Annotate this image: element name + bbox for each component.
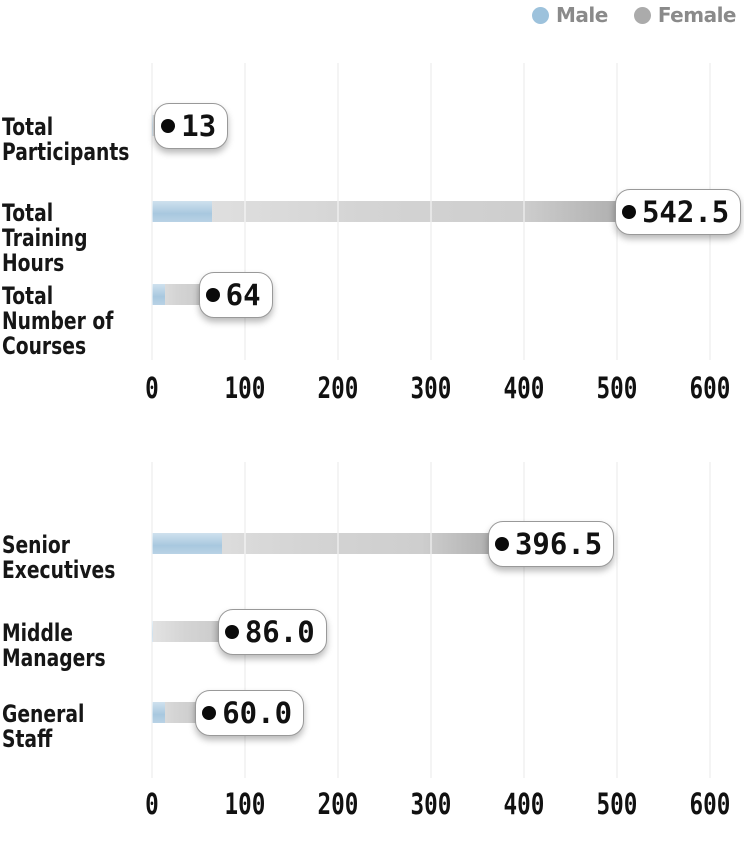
value-callout: 542.5 <box>614 189 742 235</box>
gridline-highlight <box>523 63 525 360</box>
gridline <box>430 462 432 778</box>
legend: Male Female <box>532 3 737 27</box>
gridline-highlight <box>430 462 432 778</box>
bar-male-segment <box>152 621 153 642</box>
gridline <box>616 462 618 778</box>
category-label-line: Total <box>2 282 54 310</box>
category-label: Total Participants <box>2 115 129 165</box>
value-callout: 13 <box>154 103 229 149</box>
bar-female-segment <box>152 702 205 723</box>
category-label-line: Number of <box>2 307 114 335</box>
category-label-line: Staff <box>2 725 53 753</box>
bar-male-segment <box>152 115 153 136</box>
gridline <box>523 462 525 778</box>
gridline-highlight <box>616 462 618 778</box>
callout-dot-icon <box>621 205 636 219</box>
bar-male-segment <box>152 533 222 554</box>
category-label: Senior Executives <box>2 533 115 583</box>
value-callout: 60.0 <box>195 690 305 736</box>
category-label-line: Managers <box>2 644 106 672</box>
gridline-highlight <box>523 462 525 778</box>
axis-tick-label: 500 <box>596 787 638 821</box>
category-label-line: Hours <box>2 249 65 277</box>
gridline <box>709 462 711 778</box>
category-label-line: General <box>2 700 85 728</box>
gridline <box>151 462 153 778</box>
female-legend-dot-icon <box>633 6 651 24</box>
axis-tick-label: 200 <box>317 787 359 821</box>
callout-dot-icon <box>202 706 217 720</box>
axis-tick-label: 300 <box>410 371 452 405</box>
callout-value: 60.0 <box>222 695 293 730</box>
category-label: Total Number of Courses <box>2 284 113 359</box>
gridline-highlight <box>430 63 432 360</box>
bar-female-segment <box>152 201 624 222</box>
axis-tick-label: 400 <box>503 787 545 821</box>
callout-value: 542.5 <box>641 194 730 229</box>
category-label-line: Training <box>2 224 88 252</box>
category-label-line: Total <box>2 113 54 141</box>
axis-tick-label: 600 <box>689 371 731 405</box>
callout-value: 396.5 <box>514 526 603 561</box>
axis-tick-label: 200 <box>317 371 359 405</box>
axis-tick-label: 100 <box>224 371 266 405</box>
bar-female-segment <box>152 621 227 642</box>
legend-item-female: Female <box>633 3 737 27</box>
bar-female-segment <box>152 533 497 554</box>
gridline <box>337 462 339 778</box>
value-callout: 64 <box>198 272 273 318</box>
male-legend-dot-icon <box>532 6 549 24</box>
gridline-highlight <box>244 63 246 360</box>
category-label-line: Senior <box>2 531 71 559</box>
callout-value: 64 <box>225 277 261 312</box>
legend-label-female: Female <box>657 3 737 27</box>
axis-tick-label: 100 <box>224 787 266 821</box>
bar-female-segment <box>152 284 208 305</box>
value-callout: 86.0 <box>217 609 327 655</box>
bar-male-segment <box>152 702 166 723</box>
category-label-line: Middle <box>2 619 73 647</box>
legend-label-male: Male <box>556 3 608 27</box>
gridline-highlight <box>337 63 339 360</box>
category-label: General Staff <box>2 702 84 752</box>
axis-tick-label: 500 <box>596 371 638 405</box>
callout-dot-icon <box>161 119 176 133</box>
callout-dot-icon <box>224 625 239 639</box>
legend-item-male: Male <box>532 3 608 27</box>
bar-male-segment <box>152 201 213 222</box>
axis-tick-label: 0 <box>145 371 159 405</box>
value-callout: 396.5 <box>487 521 615 567</box>
callout-dot-icon <box>205 288 220 302</box>
gridline-highlight <box>709 462 711 778</box>
axis-tick-label: 300 <box>410 787 452 821</box>
axis-tick-label: 600 <box>689 787 731 821</box>
gridline-highlight <box>151 462 153 778</box>
category-label: Total Training Hours <box>2 201 87 276</box>
callout-value: 86.0 <box>244 614 315 649</box>
axis-tick-label: 400 <box>503 371 545 405</box>
category-label: Middle Managers <box>2 621 106 671</box>
callout-value: 13 <box>181 108 217 143</box>
callout-dot-icon <box>494 537 509 551</box>
category-label-line: Courses <box>2 332 87 360</box>
category-label-line: Total <box>2 199 54 227</box>
bar-male-segment <box>152 284 166 305</box>
gridline-highlight <box>151 63 153 360</box>
category-label-line: Participants <box>2 138 130 166</box>
category-label-line: Executives <box>2 556 116 584</box>
gridline-highlight <box>337 462 339 778</box>
axis-tick-label: 0 <box>145 787 159 821</box>
